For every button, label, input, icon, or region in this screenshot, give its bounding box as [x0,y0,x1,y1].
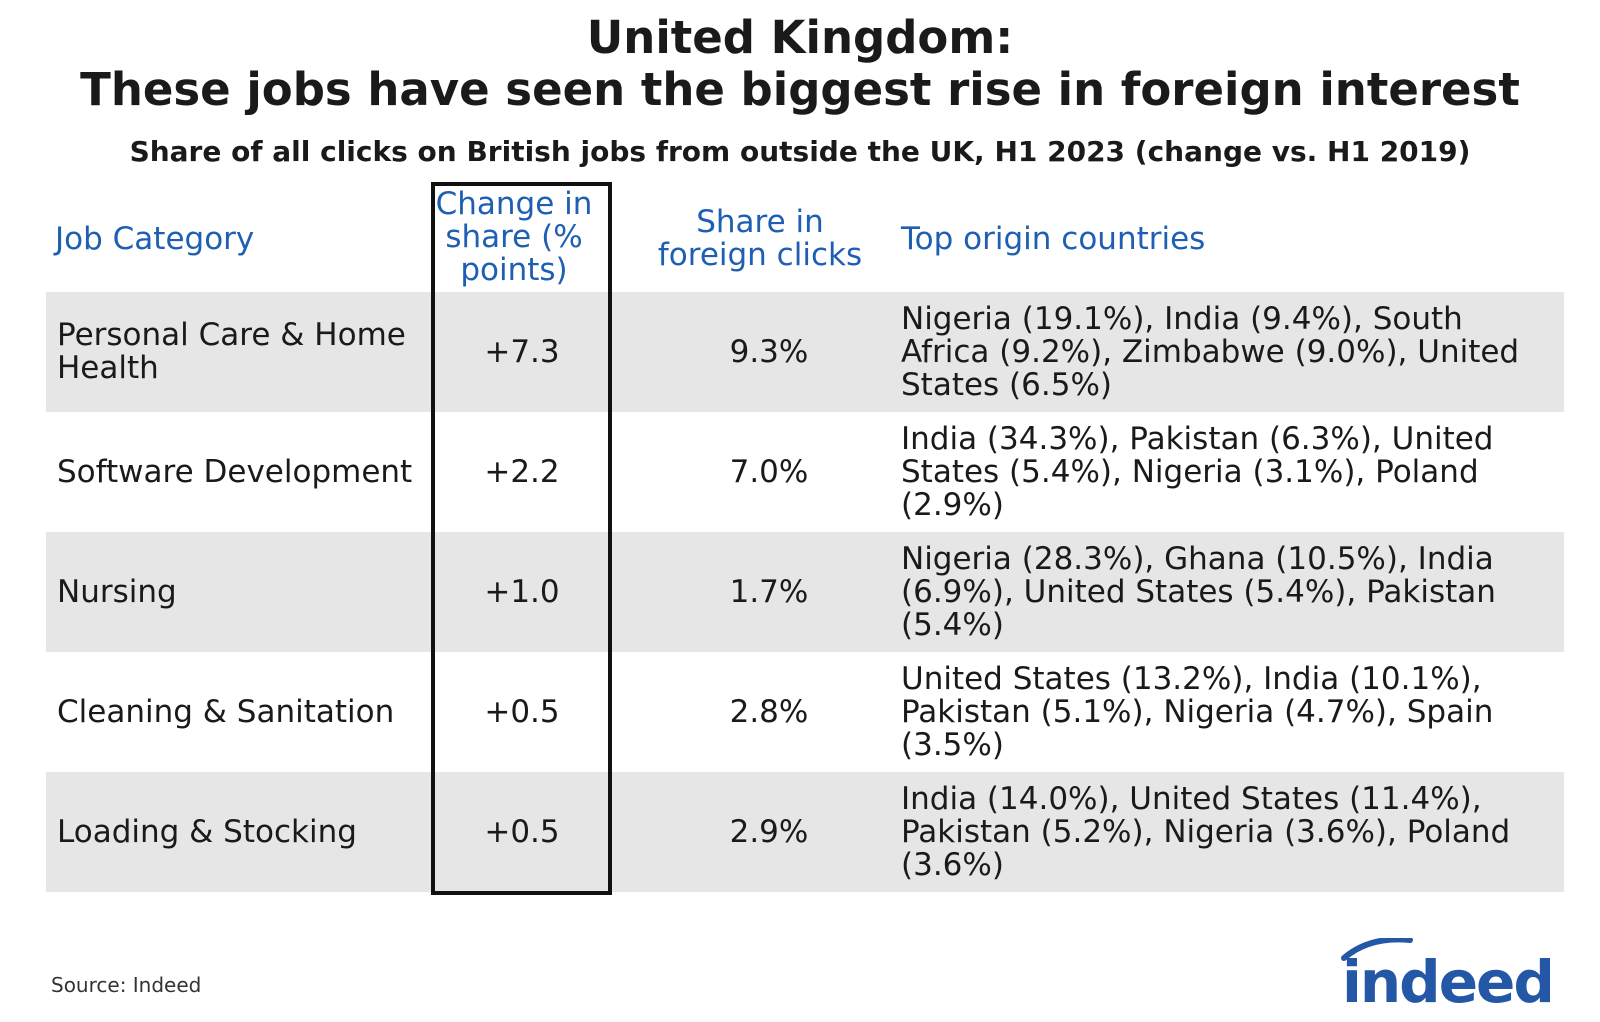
cell-change: +7.3 [484,333,560,370]
cell-share: 9.3% [729,333,809,370]
chart-title-line2: These jobs have seen the biggest rise in… [80,63,1520,116]
cell-origins: India (14.0%), United States (11.4%), Pa… [901,780,1511,883]
cell-change: +2.2 [484,453,560,490]
indeed-logo-icon: indeed [1341,938,1555,1008]
cell-origins: United States (13.2%), India (10.1%), Pa… [901,660,1494,763]
cell-origins: Nigeria (28.3%), Ghana (10.5%), India (6… [901,540,1496,643]
cell-share: 2.8% [729,693,809,730]
cell-origins: Nigeria (19.1%), India (9.4%), South Afr… [901,300,1520,403]
cell-change: +0.5 [484,693,560,730]
cell-job-category: Cleaning & Sanitation [57,693,395,730]
header-change-in-share: Change in share (% points) [435,186,593,288]
table-row: Software Development +2.2 7.0% India (34… [46,412,1564,532]
source-note: Source: Indeed [51,973,202,997]
cell-job-category: Nursing [57,573,177,610]
header-job-category: Job Category [55,221,255,257]
svg-text:indeed: indeed [1342,948,1553,1008]
cell-job-category: Loading & Stocking [57,813,357,850]
header-top-origin-countries: Top origin countries [901,221,1206,257]
header-share-in-foreign-clicks: Share in foreign clicks [657,204,863,273]
cell-share: 1.7% [729,573,809,610]
cell-share: 2.9% [729,813,809,850]
chart-subtitle: Share of all clicks on British jobs from… [129,135,1471,168]
table-row: Cleaning & Sanitation +0.5 2.8% United S… [46,652,1564,772]
cell-change: +1.0 [484,573,560,610]
table-row: Nursing +1.0 1.7% Nigeria (28.3%), Ghana… [46,532,1564,652]
cell-origins: India (34.3%), Pakistan (6.3%), United S… [901,420,1494,523]
chart-title-line1: United Kingdom: [586,11,1014,64]
cell-change: +0.5 [484,813,560,850]
cell-job-category: Personal Care & Home Health [57,317,406,386]
change-column-highlight-box [431,182,612,895]
table-row: Personal Care & Home Health +7.3 9.3% Ni… [46,292,1564,412]
table-row: Loading & Stocking +0.5 2.9% India (14.0… [46,772,1564,892]
cell-job-category: Software Development [57,453,413,490]
cell-share: 7.0% [729,453,809,490]
